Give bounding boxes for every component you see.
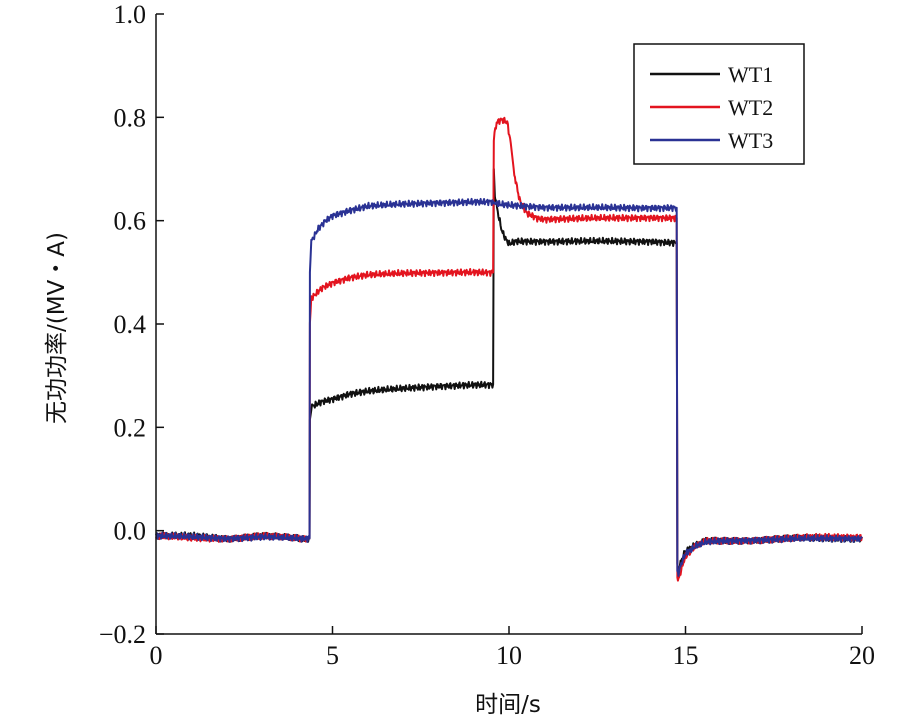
y-tick-label: 1.0 <box>114 0 147 29</box>
legend-label-wt3: WT3 <box>728 128 773 153</box>
x-axis-label: 时间/s <box>475 692 541 718</box>
x-tick-label: 0 <box>150 641 163 670</box>
y-tick-label: 0.2 <box>114 413 147 442</box>
legend-label-wt1: WT1 <box>728 62 773 87</box>
x-tick-label: 5 <box>326 641 339 670</box>
y-tick-label: 0.8 <box>114 103 147 132</box>
y-tick-label: 0.4 <box>114 310 147 339</box>
legend-label-wt2: WT2 <box>728 95 773 120</box>
series-line-wt3 <box>155 197 863 577</box>
ticks-layer: 0 5 10 15 20 −0.2 0.0 0.2 0.4 0.6 0.8 1.0 <box>99 0 875 670</box>
x-tick-label: 10 <box>496 641 522 670</box>
series-line-wt2 <box>155 116 863 582</box>
legend-box <box>633 43 805 165</box>
x-tick-label: 20 <box>849 641 875 670</box>
y-tick-label: −0.2 <box>99 620 146 649</box>
series-layer <box>155 116 863 582</box>
series-line-wt1 <box>155 168 863 572</box>
y-axis-label: 无功功率/(MV・A) <box>44 232 70 424</box>
y-tick-label: 0.0 <box>114 517 147 546</box>
legend: WT1 WT2 WT3 <box>633 43 805 165</box>
y-tick-label: 0.6 <box>114 207 147 236</box>
x-tick-label: 15 <box>673 641 699 670</box>
